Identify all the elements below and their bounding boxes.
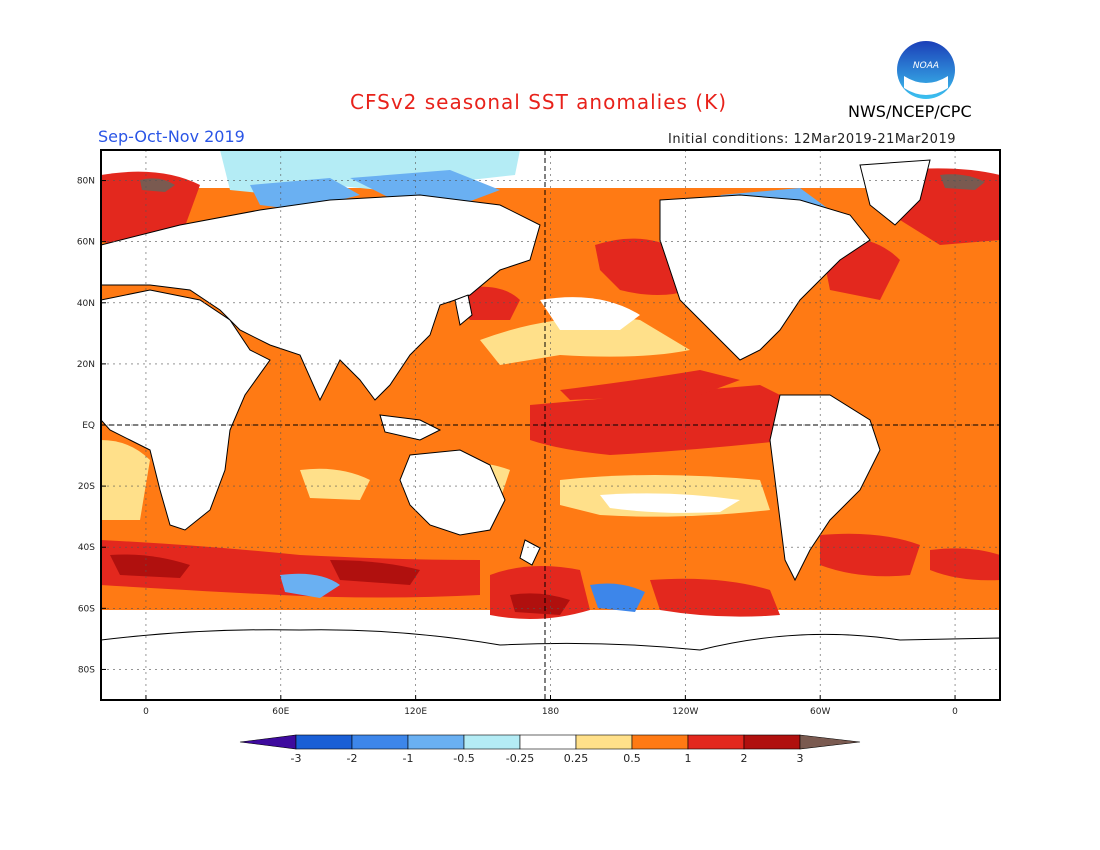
colorbar-level-label: -2	[347, 752, 358, 765]
lat-tick-label: 40N	[77, 299, 95, 309]
lat-tick-label: 40S	[78, 543, 95, 553]
colorbar-segment	[464, 735, 520, 749]
lon-tick-label: 60W	[810, 707, 830, 717]
lat-tick-label: 20N	[77, 360, 95, 370]
lon-tick-label: 120E	[404, 707, 427, 717]
lon-tick-label: 60E	[272, 707, 289, 717]
colorbar-level-label: -0.5	[453, 752, 474, 765]
colorbar-level-label: -0.25	[506, 752, 534, 765]
colorbar-level-label: 3	[797, 752, 804, 765]
colorbar-level-label: 1	[685, 752, 692, 765]
anomaly-field	[101, 148, 1000, 700]
lon-tick-label: 120W	[672, 707, 698, 717]
colorbar-segment	[520, 735, 576, 749]
lat-tick-label: 80S	[78, 665, 95, 675]
lon-tick-label: 0	[143, 707, 149, 717]
lat-tick-label: 20S	[78, 482, 95, 492]
colorbar-under-arrow	[240, 735, 296, 749]
colorbar-level-label: 2	[741, 752, 748, 765]
colorbar-segment	[352, 735, 408, 749]
lon-tick-label: 180	[542, 707, 559, 717]
colorbar-segment	[688, 735, 744, 749]
colorbar: -3 -2 -1 -0.5 -0.25 0.25 0.5 1 2 3	[240, 735, 860, 765]
colorbar-segment	[296, 735, 352, 749]
colorbar-level-label: 0.5	[623, 752, 641, 765]
colorbar-level-label: 0.25	[564, 752, 589, 765]
colorbar-level-label: -1	[403, 752, 414, 765]
colorbar-segment	[632, 735, 688, 749]
lat-tick-label: 60S	[78, 604, 95, 614]
lat-tick-label: EQ	[82, 421, 95, 431]
colorbar-level-label: -3	[291, 752, 302, 765]
colorbar-over-arrow	[800, 735, 860, 749]
lon-tick-label: 0	[952, 707, 958, 717]
colorbar-segment	[744, 735, 800, 749]
colorbar-segment	[408, 735, 464, 749]
lat-tick-label: 80N	[77, 177, 95, 187]
lat-tick-label: 60N	[77, 238, 95, 248]
colorbar-segment	[576, 735, 632, 749]
